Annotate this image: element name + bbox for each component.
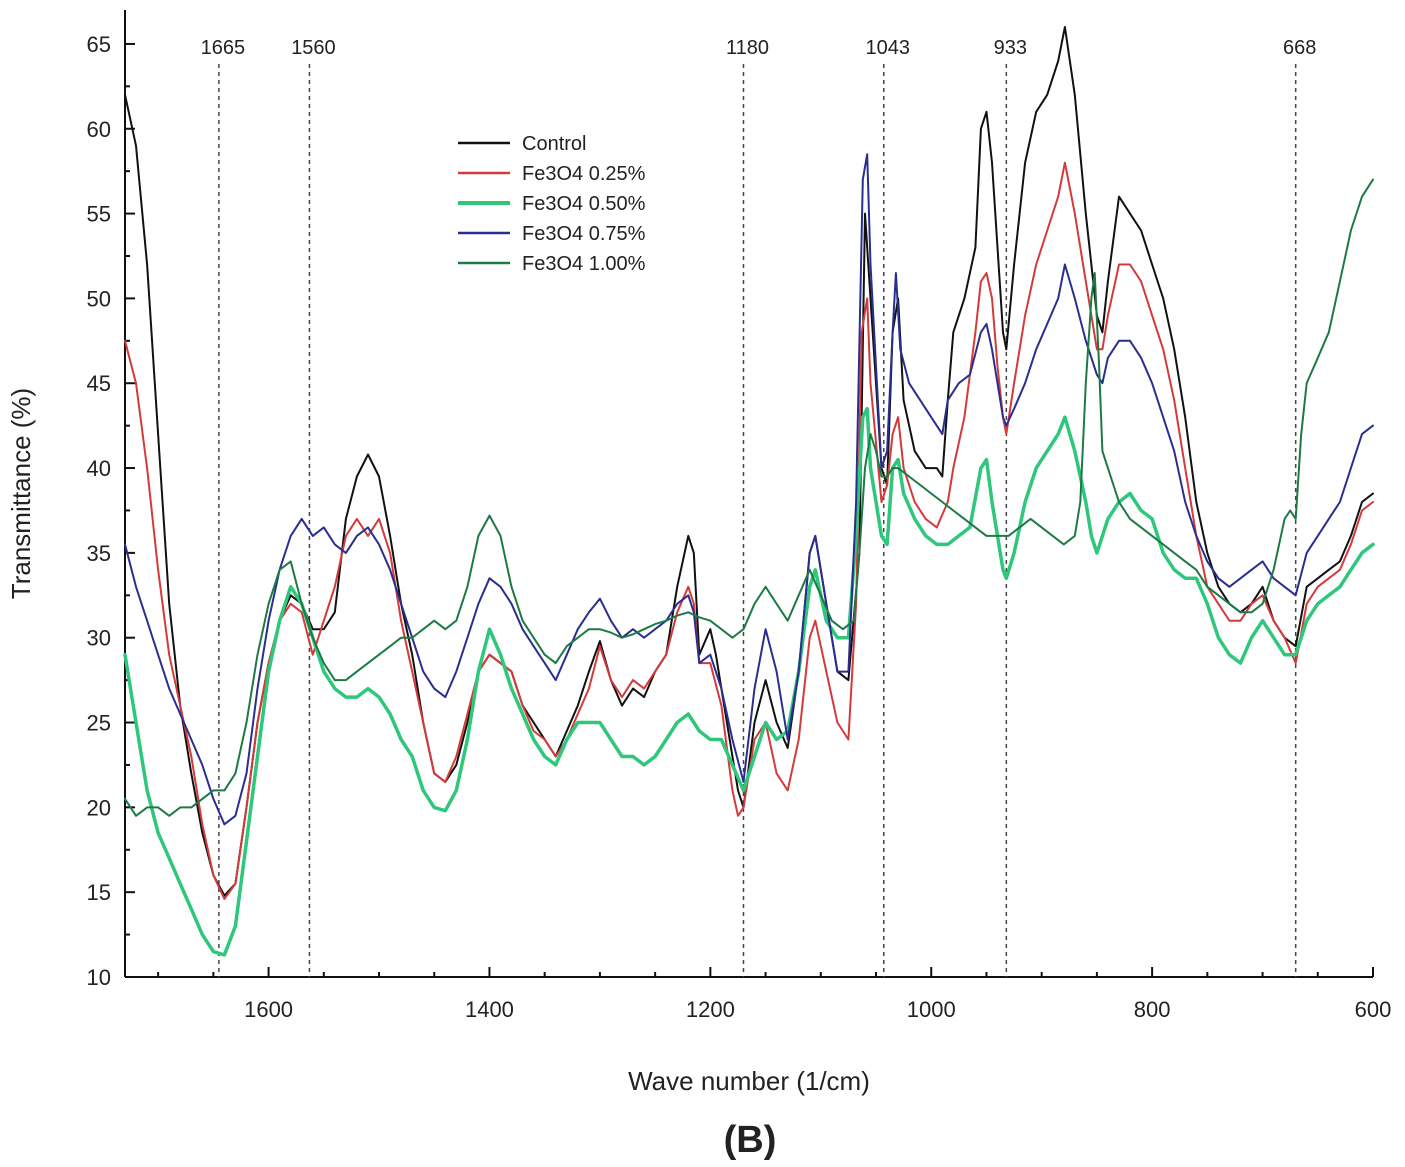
series-line-3 (123, 406, 1375, 957)
reference-line-label: 1043 (865, 37, 910, 59)
y-tick-label: 60 (87, 117, 111, 142)
y-tick-label: 50 (87, 286, 111, 311)
reference-line-label: 1560 (291, 37, 336, 59)
series-line-4 (124, 153, 1374, 826)
y-tick-label: 25 (87, 711, 111, 736)
y-tick-label: 15 (87, 880, 111, 905)
reference-line-label: 1180 (726, 37, 769, 59)
reference-line-label: 1665 (201, 37, 246, 59)
legend-label: Fe3O4 1.00% (522, 253, 646, 275)
reference-line-label: 933 (994, 37, 1027, 59)
legend-label: Fe3O4 0.25% (522, 163, 646, 185)
x-tick-label: 1200 (686, 997, 735, 1022)
panel-label: (B) (724, 1119, 777, 1161)
x-axis-title: Wave number (1/cm) (628, 1066, 870, 1096)
series-line-1 (124, 26, 1374, 897)
legend: Control Fe3O4 0.25% Fe3O4 0.50% Fe3O4 0.75%… (458, 133, 646, 275)
x-tick-label: 1400 (465, 997, 514, 1022)
y-axis-title: Transmittance (%) (6, 388, 36, 599)
x-axis-ticks: 1600 1400 1200 1000 800 600 (157, 967, 1392, 1022)
reference-line-label: 668 (1283, 37, 1316, 59)
x-tick-label: 1000 (907, 997, 956, 1022)
series-lines (123, 26, 1375, 957)
y-tick-label: 40 (87, 456, 111, 481)
y-axis-ticks: 10 15 20 25 30 35 40 45 50 55 60 65 (87, 32, 135, 990)
series-line-2 (124, 161, 1374, 900)
x-tick-label: 1600 (244, 997, 293, 1022)
legend-label: Fe3O4 0.75% (522, 223, 646, 245)
legend-label: Fe3O4 0.50% (522, 193, 646, 215)
legend-label: Control (522, 133, 586, 155)
x-tick-label: 800 (1134, 997, 1171, 1022)
y-tick-label: 10 (87, 965, 111, 990)
plot-area: 10 15 20 25 30 35 40 45 50 55 60 65 1600 1400 1200 100… (87, 10, 1392, 1022)
y-tick-label: 30 (87, 626, 111, 651)
reference-lines: 1665 1560 1180 1043 933 668 (201, 37, 1316, 977)
y-tick-label: 35 (87, 541, 111, 566)
y-tick-label: 65 (87, 32, 111, 57)
y-tick-label: 20 (87, 795, 111, 820)
x-tick-label: 600 (1355, 997, 1392, 1022)
y-tick-label: 55 (87, 202, 111, 227)
series-line-5 (124, 178, 1374, 817)
y-tick-label: 45 (87, 371, 111, 396)
